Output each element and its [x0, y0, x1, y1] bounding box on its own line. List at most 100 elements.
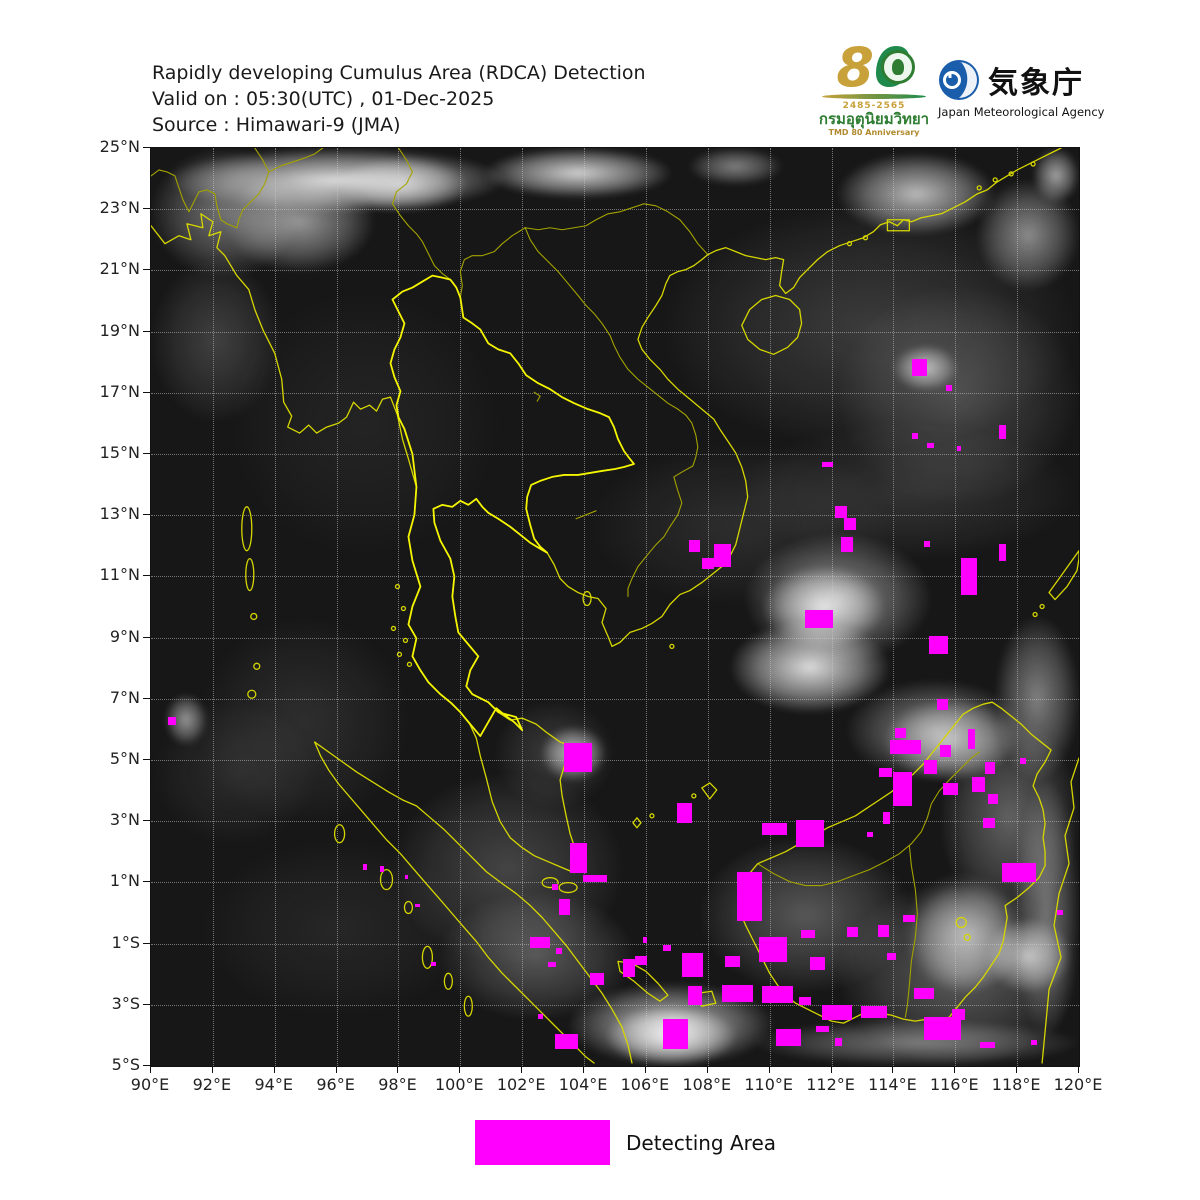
cloud-blob: [837, 285, 1079, 506]
gridline-vertical: [955, 148, 957, 1066]
tmd-80th-anniversary-logo: 80 2485-2565 กรมอุตุนิยมวิทยา TMD 80 Ann…: [810, 36, 938, 148]
y-axis-tick: [143, 391, 150, 393]
rdca-detection-patch: [822, 1004, 852, 1021]
x-axis-tick-label: 118°E: [991, 1075, 1041, 1094]
rdca-detection-patch: [887, 952, 897, 961]
x-axis-tick-label: 92°E: [192, 1075, 232, 1094]
rdca-detection-patch: [681, 952, 704, 978]
gridline-vertical: [212, 148, 214, 1066]
legend-label: Detecting Area: [626, 1130, 776, 1155]
jma-emblem-icon: [939, 60, 979, 100]
rdca-detection-patch: [689, 539, 701, 552]
cloud-blob: [735, 423, 1079, 562]
y-axis-tick: [143, 636, 150, 638]
gridline-horizontal: [151, 943, 1079, 945]
tmd-digit-8: 8: [836, 36, 874, 99]
gridline-horizontal: [151, 821, 1079, 823]
x-axis-tick-label: 112°E: [806, 1075, 855, 1094]
rdca-detection-patch: [529, 937, 551, 949]
rdca-detection-patch: [998, 424, 1007, 439]
rdca-detection-patch: [805, 610, 834, 629]
gridline-vertical: [584, 148, 586, 1066]
x-axis-tick-label: 104°E: [558, 1075, 608, 1094]
gridline-horizontal: [151, 209, 1079, 211]
x-axis-tick: [644, 1066, 646, 1073]
y-axis-tick: [143, 453, 150, 454]
gridline-horizontal: [151, 270, 1079, 272]
title-block: Rapidly developing Cumulus Area (RDCA) D…: [152, 60, 646, 138]
rdca-detection-patch: [822, 461, 834, 468]
cloud-blob: [731, 620, 889, 713]
x-axis-tick-label: 108°E: [682, 1075, 732, 1094]
rdca-detection-patch: [582, 874, 608, 883]
rdca-detection-patch: [761, 822, 787, 835]
rdca-detection-patch: [687, 986, 702, 1005]
rdca-detection-patch: [877, 925, 889, 938]
x-axis-tick: [706, 1066, 708, 1073]
gridline-horizontal: [151, 698, 1079, 700]
gridline-horizontal: [151, 882, 1079, 884]
rdca-detection-patch: [882, 812, 891, 824]
gridline-horizontal: [151, 515, 1079, 517]
gridline-vertical: [707, 148, 709, 1066]
tmd-thai-name: กรมอุตุนิยมวิทยา: [818, 110, 930, 128]
rdca-detection-patch: [724, 955, 741, 967]
x-axis-tick-label: 114°E: [868, 1075, 917, 1094]
rdca-detection-patch: [843, 518, 857, 531]
rdca-detection-patch: [713, 544, 731, 568]
rdca-detection-patch: [795, 819, 824, 848]
rdca-detection-patch: [761, 986, 793, 1004]
rdca-detection-patch: [927, 443, 934, 448]
tmd-80-mark: 80: [810, 36, 938, 100]
x-axis-tick-label: 96°E: [316, 1075, 355, 1094]
y-axis-tick: [143, 697, 150, 699]
gridline-vertical: [522, 148, 524, 1066]
rdca-detection-patch: [404, 874, 409, 880]
x-axis-tick: [583, 1066, 585, 1073]
y-axis-tick: [143, 881, 150, 883]
y-axis-tick-label: 15°N: [99, 443, 140, 462]
rdca-detection-patch: [590, 972, 605, 985]
cloud-blob: [336, 157, 467, 213]
rdca-detection-patch: [737, 871, 762, 921]
coastlines: [151, 148, 1079, 1064]
y-axis-tick-label: 11°N: [99, 565, 140, 585]
cloud-blob: [902, 873, 1024, 993]
rdca-detection-patch: [1001, 862, 1036, 883]
country-borders: [151, 148, 980, 1018]
rdca-detection-patch: [942, 782, 959, 796]
rdca-detection-patch: [894, 727, 906, 738]
y-axis-tick-label: 13°N: [99, 504, 140, 524]
rdca-detection-patch: [570, 842, 588, 874]
cloud-blob: [689, 148, 783, 185]
rdca-detection-patch: [635, 955, 648, 965]
x-axis-tick: [521, 1066, 523, 1073]
y-axis-tick-label: 5°S: [111, 1055, 140, 1074]
gridline-vertical: [1017, 148, 1019, 1066]
y-axis-tick-label: 3°S: [111, 993, 140, 1013]
y-axis-tick: [143, 514, 150, 516]
gridline-horizontal: [151, 576, 1079, 578]
rdca-detection-patch: [809, 957, 826, 970]
tmd-years: 2485-2565: [842, 101, 906, 111]
rdca-detection-patch: [799, 997, 812, 1005]
rdca-detection-patch: [911, 359, 928, 376]
rdca-detection-patch: [816, 1026, 830, 1033]
rdca-detection-patch: [537, 1013, 544, 1020]
x-axis-tick: [1078, 1066, 1079, 1073]
cloud-blob: [151, 258, 281, 424]
gridline-horizontal: [151, 392, 1079, 394]
rdca-detection-patch: [800, 929, 815, 939]
x-axis-tick: [768, 1066, 770, 1073]
satellite-map: [150, 147, 1080, 1067]
y-axis-tick: [143, 759, 150, 760]
rdca-detection-patch: [1031, 1039, 1037, 1046]
x-axis-tick: [273, 1066, 275, 1073]
gridline-vertical: [893, 148, 895, 1066]
jma-logo: 気象庁 Japan Meteorological Agency: [938, 58, 1104, 119]
rdca-detection-patch: [924, 759, 937, 774]
rdca-detection-patch: [548, 961, 557, 968]
gridline-vertical: [769, 148, 771, 1066]
x-axis-tick-label: 98°E: [378, 1075, 417, 1094]
